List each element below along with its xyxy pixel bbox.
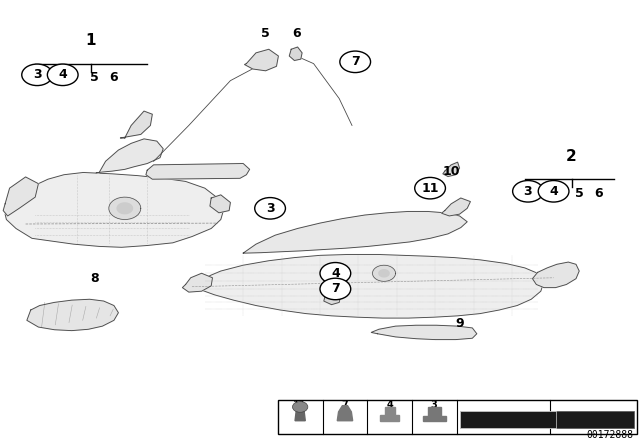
Text: 7: 7 xyxy=(331,282,340,296)
Text: 3: 3 xyxy=(430,400,436,410)
Circle shape xyxy=(22,64,52,86)
Text: 4: 4 xyxy=(58,68,67,82)
Text: 7: 7 xyxy=(351,55,360,69)
Circle shape xyxy=(47,64,78,86)
Text: 5: 5 xyxy=(90,71,99,84)
Text: 11: 11 xyxy=(421,181,439,195)
Text: 10: 10 xyxy=(442,165,460,178)
Polygon shape xyxy=(532,262,579,288)
Polygon shape xyxy=(372,265,396,281)
Circle shape xyxy=(292,401,308,412)
Polygon shape xyxy=(117,203,132,214)
Circle shape xyxy=(320,278,351,300)
Polygon shape xyxy=(5,172,224,247)
Text: 6: 6 xyxy=(292,27,301,40)
Bar xyxy=(460,410,634,427)
Text: 3: 3 xyxy=(266,202,275,215)
Polygon shape xyxy=(210,195,230,213)
Polygon shape xyxy=(289,47,302,60)
Polygon shape xyxy=(146,164,250,179)
Polygon shape xyxy=(120,111,152,138)
Circle shape xyxy=(415,177,445,199)
Text: 11: 11 xyxy=(293,400,307,410)
Polygon shape xyxy=(295,410,305,421)
Text: 4: 4 xyxy=(387,400,393,410)
Polygon shape xyxy=(243,211,467,253)
Text: 7: 7 xyxy=(342,400,348,410)
Text: 3: 3 xyxy=(33,68,42,82)
Text: 6: 6 xyxy=(594,187,603,201)
Text: 4: 4 xyxy=(331,267,340,280)
Text: 00172888: 00172888 xyxy=(587,430,634,440)
Polygon shape xyxy=(182,273,212,292)
Text: 6: 6 xyxy=(109,71,118,84)
Polygon shape xyxy=(96,139,163,173)
Circle shape xyxy=(340,51,371,73)
Text: 8: 8 xyxy=(90,272,99,285)
Polygon shape xyxy=(443,162,460,177)
Polygon shape xyxy=(379,270,389,277)
Text: 1: 1 xyxy=(86,34,96,48)
Text: 5: 5 xyxy=(261,27,270,40)
Text: 5: 5 xyxy=(575,187,584,201)
Polygon shape xyxy=(423,407,446,421)
Circle shape xyxy=(255,198,285,219)
Circle shape xyxy=(320,263,351,284)
Text: 4: 4 xyxy=(549,185,558,198)
Circle shape xyxy=(538,181,569,202)
Polygon shape xyxy=(27,299,118,331)
Polygon shape xyxy=(324,293,340,305)
Polygon shape xyxy=(109,197,141,220)
Bar xyxy=(460,410,556,427)
Bar xyxy=(278,400,637,434)
Polygon shape xyxy=(189,254,544,318)
Polygon shape xyxy=(371,325,477,340)
Circle shape xyxy=(513,181,543,202)
Text: 3: 3 xyxy=(524,185,532,198)
Text: 9: 9 xyxy=(455,317,464,330)
Polygon shape xyxy=(244,49,278,71)
Polygon shape xyxy=(3,177,38,216)
Text: 2: 2 xyxy=(566,149,577,164)
Polygon shape xyxy=(442,198,470,216)
Polygon shape xyxy=(380,407,399,421)
Polygon shape xyxy=(337,406,353,421)
